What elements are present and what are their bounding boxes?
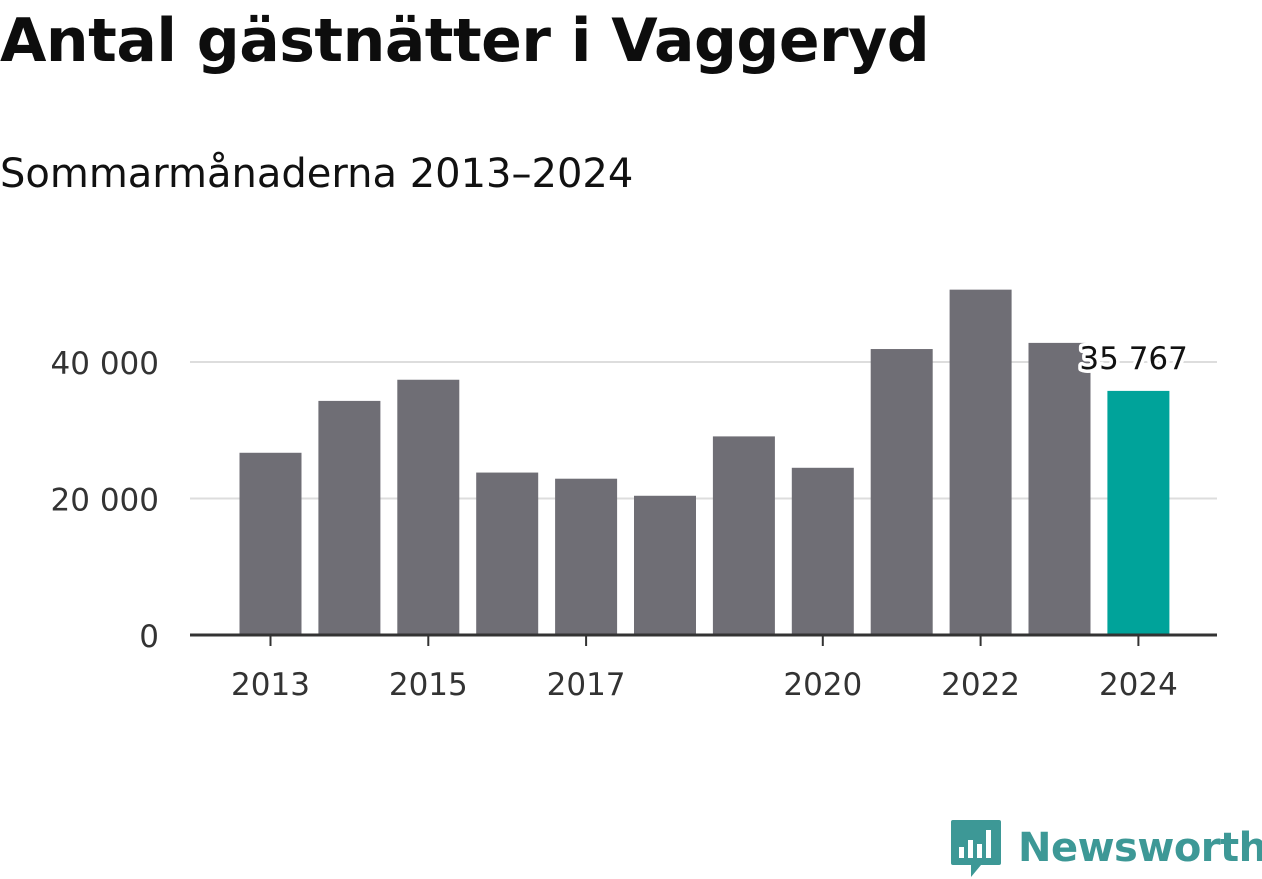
bar bbox=[791, 467, 854, 635]
bar bbox=[1107, 390, 1170, 635]
x-tick-label: 2024 bbox=[1099, 667, 1178, 703]
bar bbox=[870, 349, 933, 635]
x-tick-label: 2013 bbox=[231, 667, 310, 703]
bar bbox=[712, 436, 775, 635]
labels: 0 20 000 40 000 2013 2015 2017 2020 2022 2024 35 … bbox=[51, 338, 1192, 704]
chart-subtitle: Sommarmånaderna 2013–2024 bbox=[0, 151, 634, 197]
bar-chart-speech-bubble-icon bbox=[951, 820, 1001, 877]
bar bbox=[949, 289, 1012, 635]
value-label-halo: 35 767 bbox=[1079, 341, 1187, 377]
x-tick-label: 2020 bbox=[783, 667, 862, 703]
x-tick-label: 2022 bbox=[941, 667, 1020, 703]
bar bbox=[634, 495, 696, 635]
axes bbox=[190, 633, 1217, 646]
x-tick-label: 2015 bbox=[389, 667, 468, 703]
y-tick-label: 40 000 bbox=[51, 346, 159, 382]
bar bbox=[239, 452, 302, 635]
brand: Newsworthy bbox=[950, 818, 1262, 878]
chart-title: Antal gästnätter i Vaggeryd bbox=[0, 6, 930, 76]
bar bbox=[1028, 342, 1091, 635]
bars bbox=[239, 289, 1170, 635]
brand-name: Newsworthy bbox=[1018, 825, 1262, 871]
bar bbox=[318, 400, 381, 635]
bar bbox=[476, 472, 539, 635]
bar bbox=[555, 478, 618, 635]
x-tick-label: 2017 bbox=[547, 667, 626, 703]
y-tick-label: 0 bbox=[139, 619, 159, 655]
y-tick-label: 20 000 bbox=[51, 483, 159, 519]
bar bbox=[397, 379, 460, 635]
value-label: 35 767 bbox=[1079, 341, 1187, 377]
